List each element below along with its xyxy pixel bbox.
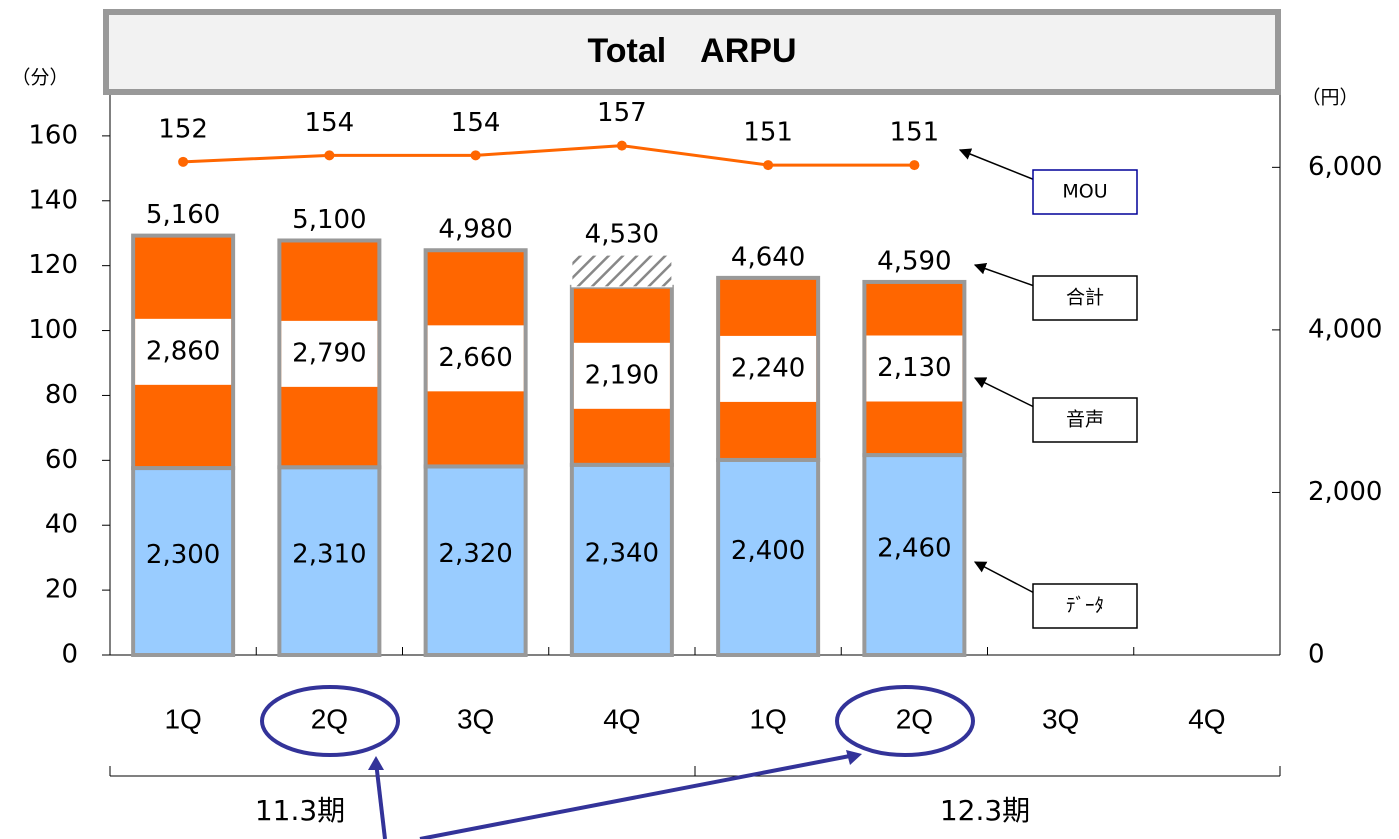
- y-tick-label: 120: [28, 250, 78, 280]
- legend-label: MOU: [1062, 181, 1107, 203]
- y2-tick-label: 4,000: [1308, 314, 1382, 344]
- x-tick-label: 3Q: [1042, 703, 1079, 734]
- line-point: [324, 150, 335, 161]
- label-box: [281, 320, 378, 387]
- x-tick-label: 1Q: [164, 703, 201, 734]
- total-label: 4,640: [731, 242, 805, 272]
- callout-box: [1032, 275, 1138, 321]
- line-label: 154: [451, 108, 501, 138]
- line-point: [178, 156, 189, 167]
- line-point: [616, 140, 627, 151]
- y-tick-label: 40: [45, 510, 78, 540]
- line-point: [763, 160, 774, 171]
- callout-arrow: [958, 148, 1041, 183]
- bar: [277, 465, 382, 657]
- x-tick-label: 4Q: [1188, 703, 1225, 734]
- chart-title: Total ARPU: [587, 32, 796, 70]
- y2-tick-label: 0: [1308, 640, 1325, 670]
- y-tick-label: 0: [61, 640, 78, 670]
- label-box: [427, 325, 524, 392]
- group-label: 12.3期: [940, 794, 1030, 827]
- label-box: [720, 335, 817, 402]
- callout-arrow: [973, 262, 1041, 289]
- line-label: 152: [158, 114, 208, 144]
- legend-label: 音声: [1066, 409, 1104, 431]
- y2-tick-label: 2,000: [1308, 477, 1382, 507]
- y-tick-label: 100: [28, 315, 78, 345]
- total-label: 4,980: [438, 215, 512, 245]
- x-tick-label: 4Q: [603, 703, 640, 734]
- y-tick-label: 140: [28, 185, 78, 215]
- pointer-head: [846, 750, 862, 765]
- legend-label: 合計: [1066, 287, 1104, 309]
- bar: [569, 462, 674, 657]
- value-label: 2,300: [146, 540, 220, 570]
- y2-tick-label: 6,000: [1308, 152, 1382, 182]
- label-box: [573, 342, 670, 409]
- pointer-line: [374, 761, 387, 839]
- total-label: 4,530: [585, 220, 659, 250]
- value-label: 2,320: [438, 539, 512, 569]
- value-label: 2,460: [877, 534, 951, 564]
- callout-box: [1032, 397, 1138, 443]
- bar: [862, 453, 967, 657]
- x-tick-label: 2Q: [311, 703, 348, 734]
- callout-box: [1032, 583, 1138, 629]
- line-point: [470, 150, 481, 161]
- x-tick-label: 3Q: [457, 703, 494, 734]
- value-label: 2,660: [438, 343, 512, 373]
- y-tick-label: 80: [45, 380, 78, 410]
- callout-arrow: [973, 561, 1041, 597]
- bar: [131, 466, 236, 657]
- y-tick-label: 160: [28, 120, 78, 150]
- callout-arrow: [973, 377, 1041, 411]
- total-label: 5,160: [146, 200, 220, 230]
- value-label: 2,130: [877, 353, 951, 383]
- total-label: 4,590: [877, 246, 951, 276]
- line-label: 157: [597, 98, 647, 128]
- y-axis-label: （分）: [11, 67, 68, 89]
- line-label: 154: [305, 108, 355, 138]
- x-tick-label: 2Q: [896, 703, 933, 734]
- bar: [716, 457, 821, 657]
- value-label: 2,860: [146, 336, 220, 366]
- value-label: 2,240: [731, 353, 805, 383]
- value-label: 2,400: [731, 536, 805, 566]
- y2-axis-label: （円）: [1301, 87, 1358, 109]
- value-label: 2,340: [585, 538, 659, 568]
- highlight-ellipse: [835, 685, 975, 757]
- callout-box: [1032, 169, 1138, 215]
- line-label: 151: [890, 118, 940, 148]
- pointer-line: [419, 753, 856, 839]
- total-label: 5,100: [292, 205, 366, 235]
- title-box: [103, 9, 1281, 95]
- label-box: [866, 335, 963, 402]
- legend-label: ﾃﾞｰﾀ: [1066, 595, 1104, 617]
- value-label: 2,310: [292, 540, 366, 570]
- x-tick-label: 1Q: [749, 703, 786, 734]
- value-label: 2,190: [585, 360, 659, 390]
- value-label: 2,790: [292, 338, 366, 368]
- group-label: 11.3期: [255, 794, 345, 827]
- y-tick-label: 60: [45, 445, 78, 475]
- y-tick-label: 20: [45, 575, 78, 605]
- highlight-ellipse: [260, 685, 400, 757]
- line-label: 151: [743, 118, 793, 148]
- pointer-head: [368, 756, 384, 770]
- label-box: [135, 318, 232, 385]
- line-point: [909, 160, 920, 171]
- line: [183, 144, 915, 167]
- bar: [571, 254, 673, 288]
